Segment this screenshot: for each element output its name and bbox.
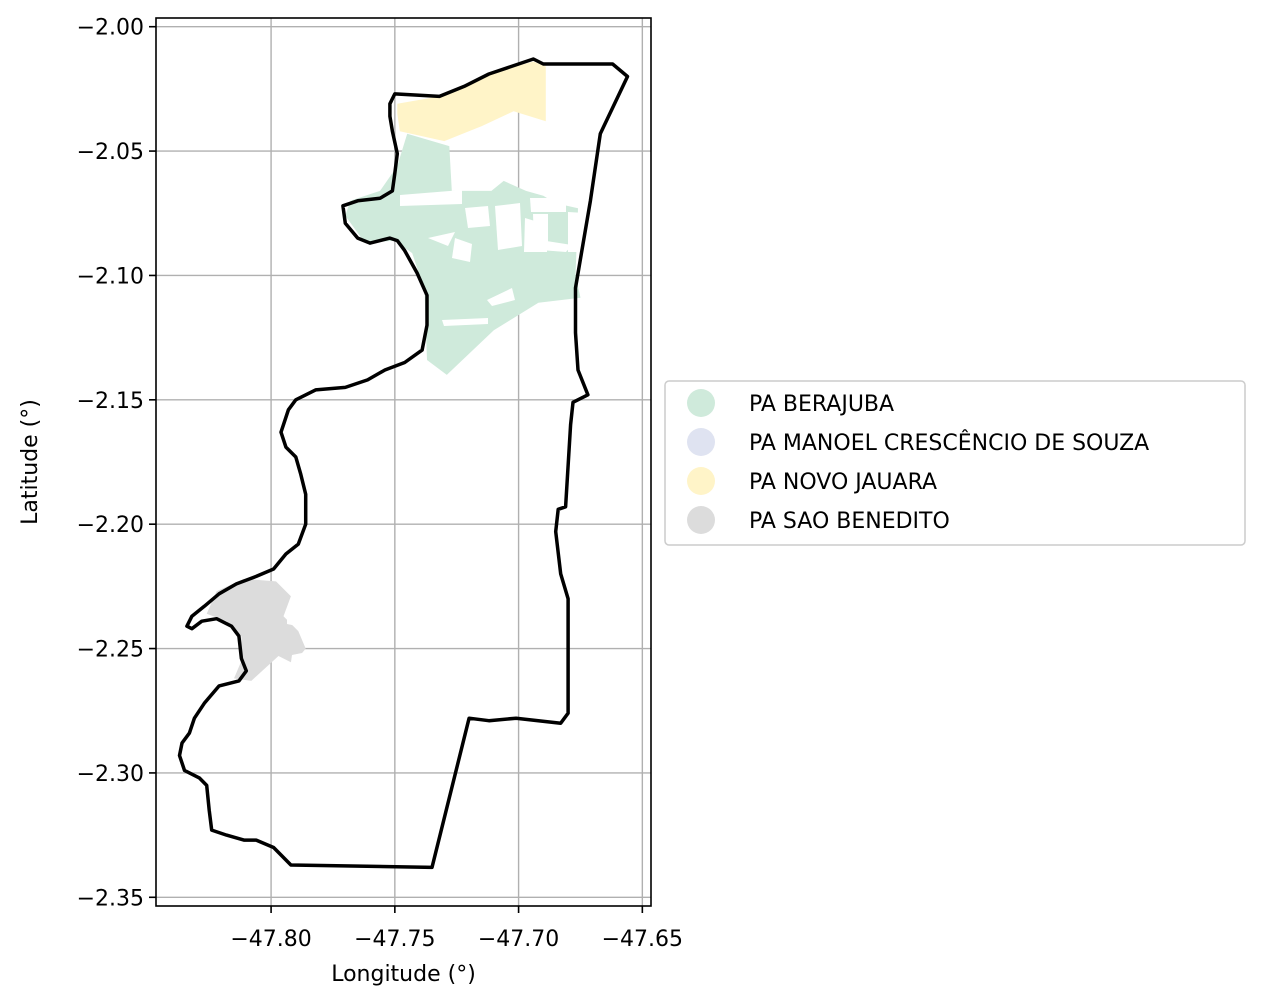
y-tick-label: −2.15	[77, 389, 144, 414]
plot-frame	[155, 17, 652, 907]
boundary-outline	[177, 57, 630, 870]
region-gap	[495, 203, 522, 250]
region-gaps	[287, 190, 585, 672]
region-gap	[290, 653, 302, 672]
region-gap	[487, 288, 515, 306]
y-tick-label: −2.30	[77, 762, 144, 787]
region-gap	[568, 212, 585, 252]
x-tick-label: −47.80	[230, 927, 311, 952]
legend: PA BERAJUBA PA MANOEL CRESCÊNCIO DE SOUZA…	[664, 380, 1246, 546]
y-axis-ticks: −2.00 −2.05 −2.10 −2.15 −2.20 −2.25 −2.30 −2.35	[77, 16, 156, 911]
y-tick-label: −2.05	[77, 140, 144, 165]
legend-marker	[687, 389, 715, 417]
y-tick-label: −2.10	[77, 264, 144, 289]
legend-marker	[687, 428, 715, 456]
region-gap	[400, 190, 462, 206]
legend-label: PA SAO BENEDITO	[749, 509, 950, 534]
x-tick-label: −47.70	[478, 927, 559, 952]
legend-label: PA NOVO JAUARA	[749, 470, 937, 495]
region-gap	[428, 232, 455, 246]
legend-box	[664, 380, 1246, 546]
region-polygons	[206, 61, 581, 681]
y-tick-label: −2.00	[77, 16, 144, 41]
legend-marker	[687, 467, 715, 495]
x-axis-ticks: −47.80 −47.75 −47.70 −47.65	[230, 906, 683, 952]
x-tick-label: −47.75	[354, 927, 435, 952]
x-tick-label: −47.65	[602, 927, 683, 952]
y-tick-label: −2.20	[77, 513, 144, 538]
y-tick-label: −2.35	[77, 886, 144, 911]
region-gap	[452, 238, 472, 262]
region-gap	[530, 198, 566, 212]
legend-label: PA MANOEL CRESCÊNCIO DE SOUZA	[749, 430, 1149, 456]
y-axis-label: Latitude (°)	[18, 399, 43, 525]
region-gap	[442, 318, 488, 326]
region-pa-sao-benedito	[206, 578, 306, 681]
legend-marker	[687, 506, 715, 534]
x-axis-label: Longitude (°)	[331, 962, 476, 987]
region-pa-novo-jauara	[397, 61, 546, 142]
region-gap	[287, 618, 305, 627]
region-gap	[465, 206, 490, 228]
legend-label: PA BERAJUBA	[749, 392, 894, 417]
y-tick-label: −2.25	[77, 638, 144, 663]
region-gap	[540, 240, 572, 252]
municipality-boundary	[177, 57, 630, 870]
